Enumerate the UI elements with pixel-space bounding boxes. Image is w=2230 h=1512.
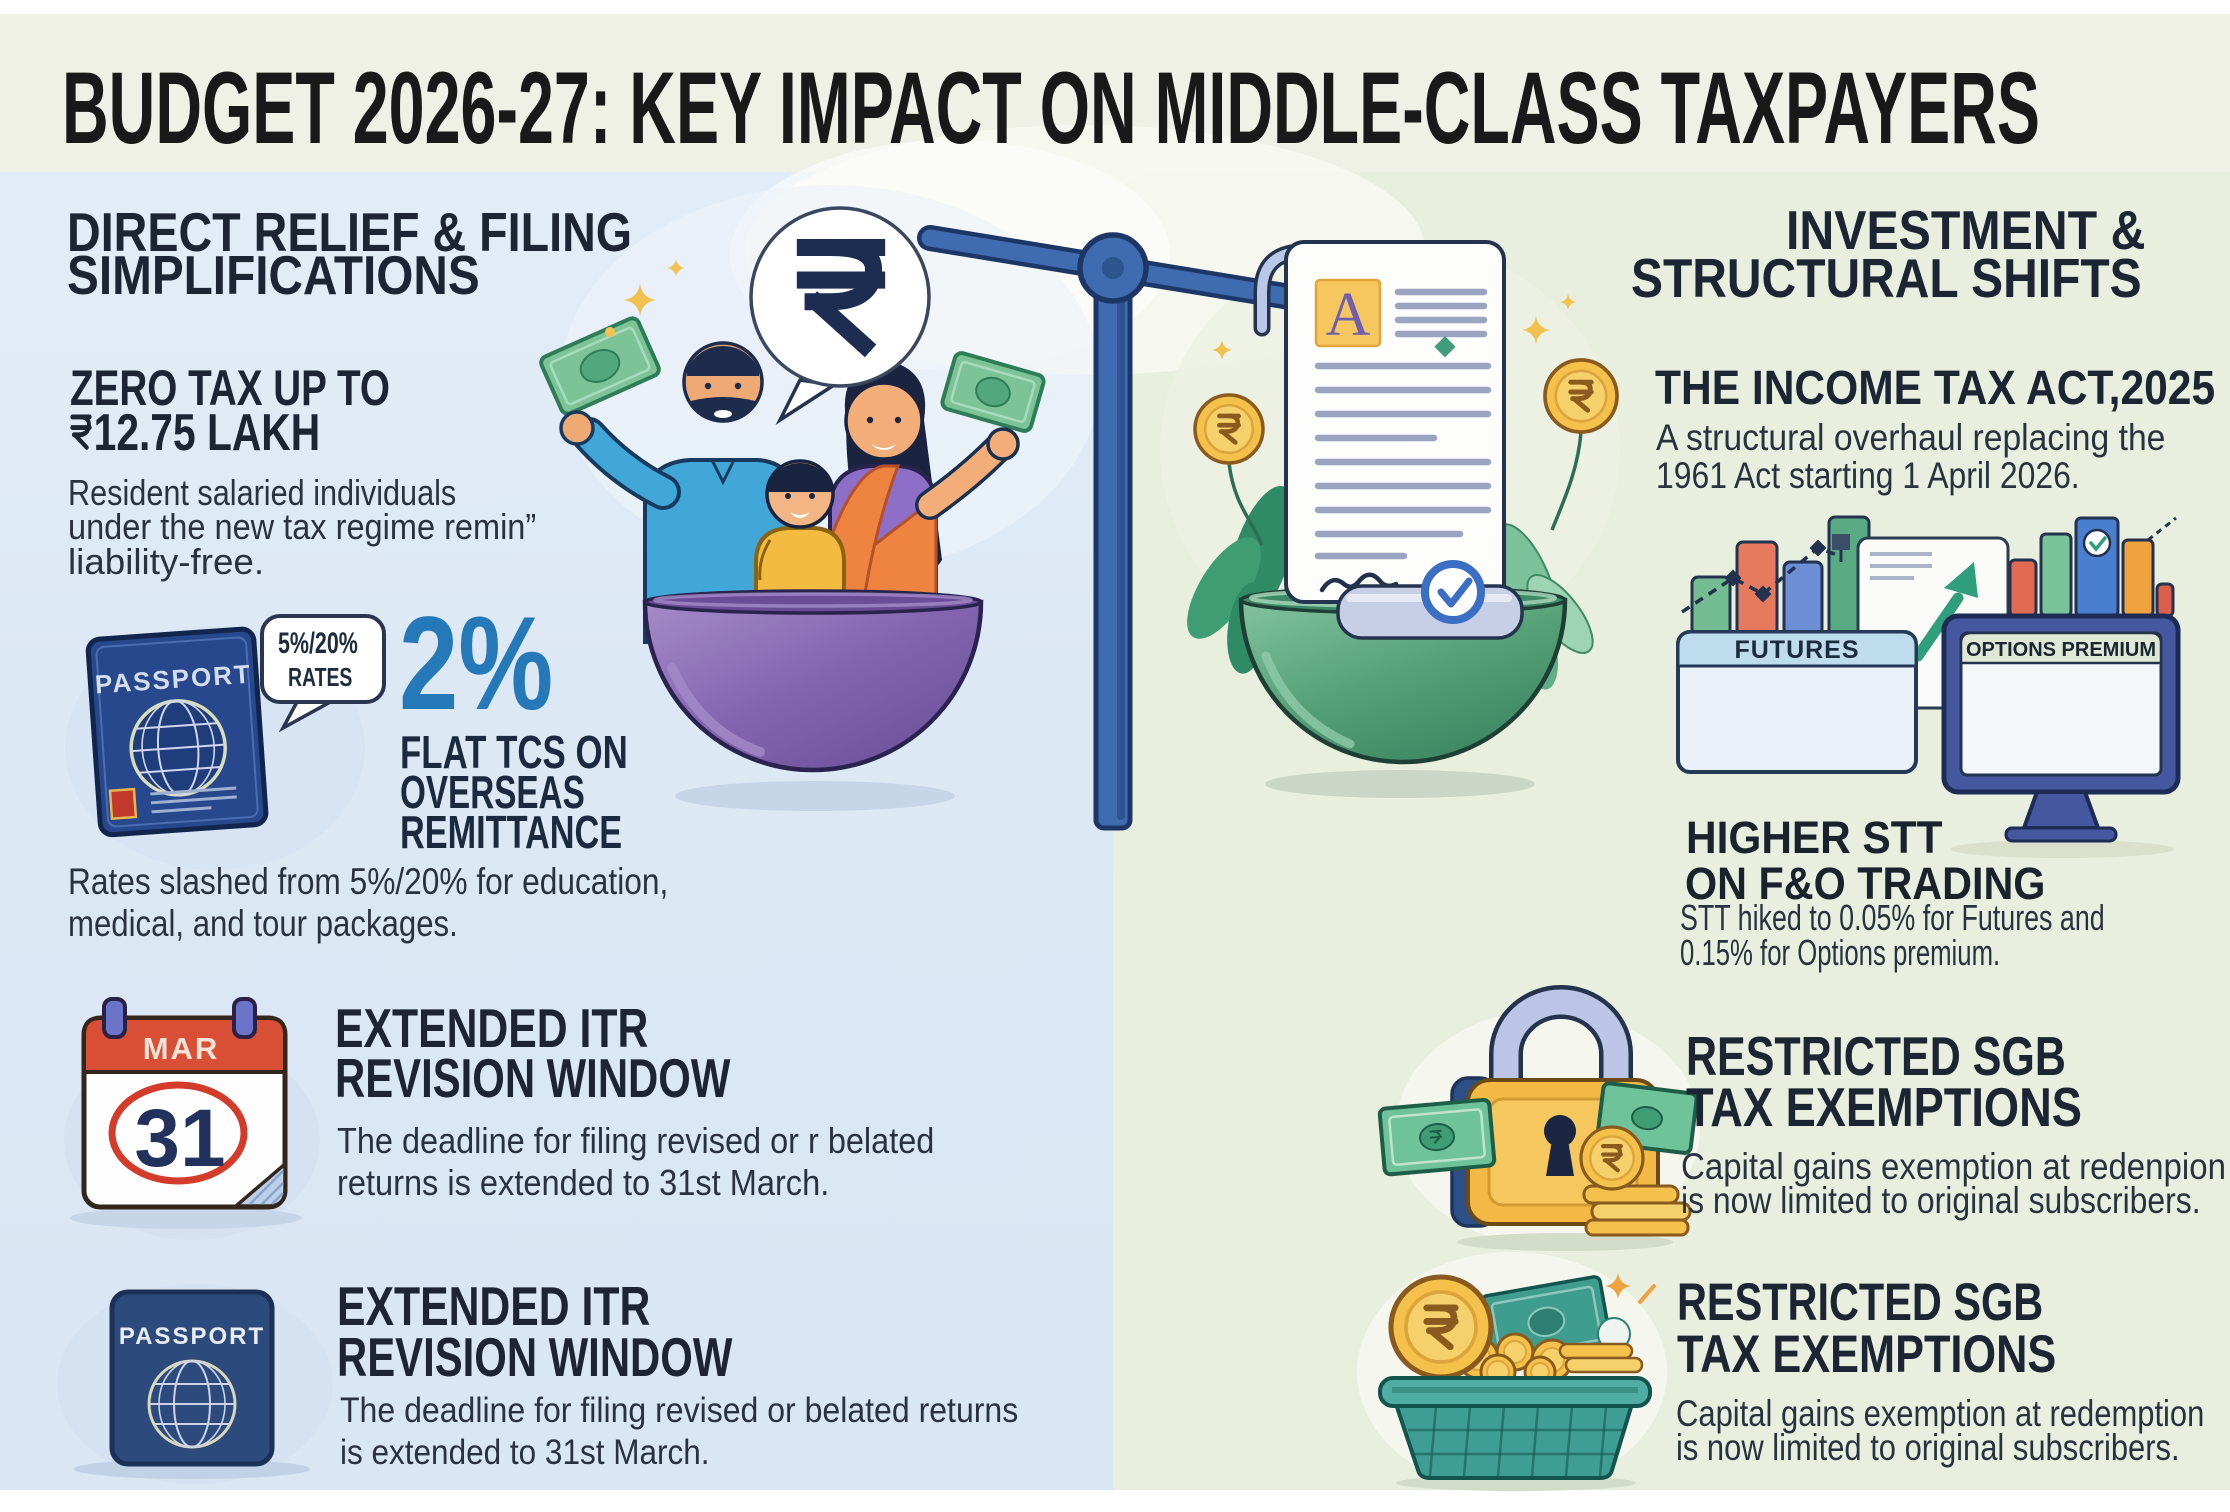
svg-text:OPTIONS PREMIUM: OPTIONS PREMIUM [1966,639,2156,661]
svg-text:31: 31 [134,1093,225,1184]
svg-text:PASSPORT: PASSPORT [119,1323,265,1350]
svg-text:MAR: MAR [143,1031,220,1066]
svg-text:A: A [1326,281,1371,349]
svg-text:FUTURES: FUTURES [1734,636,1859,664]
